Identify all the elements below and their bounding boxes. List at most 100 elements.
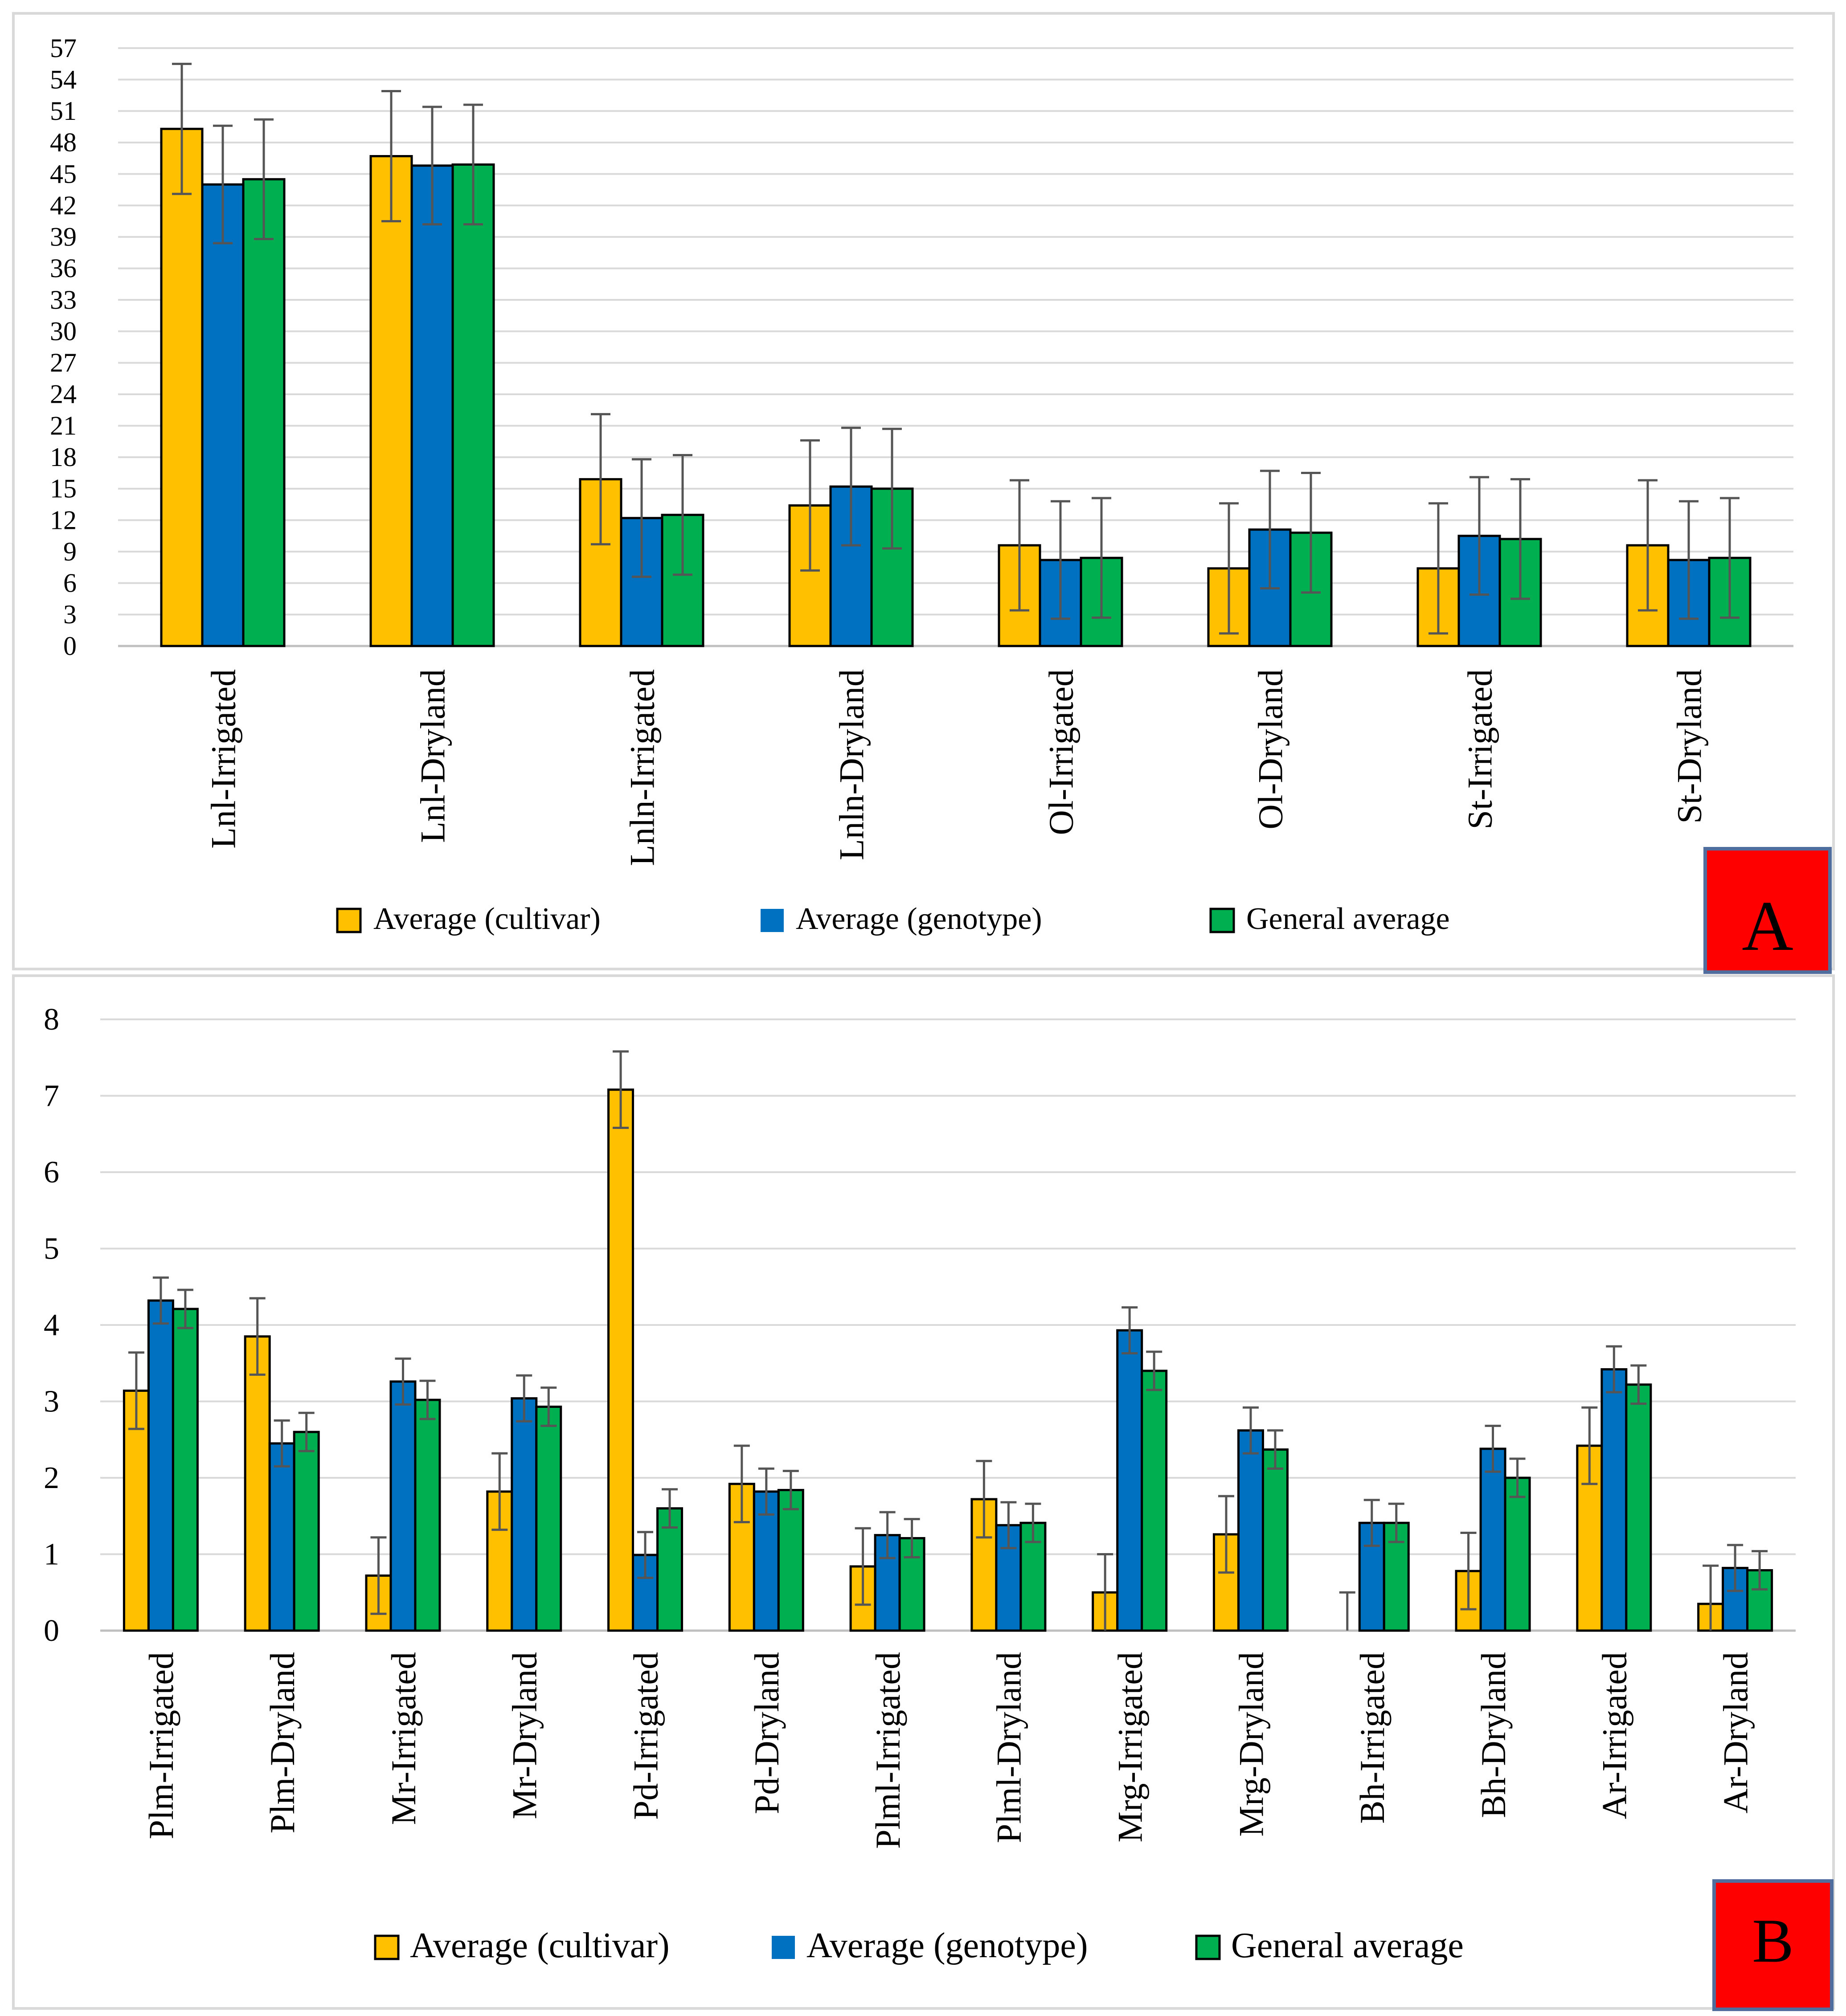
y-tick-label: 0	[44, 1614, 59, 1648]
error-bar-general-average-ar-dryland	[1752, 1550, 1768, 1591]
panel-b-x-axis: Plm-Irrigated Plm-Dryland Mr-Irrigated Mr-D…	[142, 1652, 1755, 1849]
x-tick-label: Lnln-Irrigated	[622, 669, 661, 866]
y-tick-label: 36	[50, 254, 77, 283]
y-tick-label: 5	[44, 1232, 59, 1266]
error-bar-general-average-plml-dryland	[1025, 1502, 1041, 1543]
error-bar-average-cultivar-lnln-irrigated	[591, 413, 610, 546]
panel-b-legend: Average (cultivar) Average (genotype) Ge…	[374, 1926, 1464, 1965]
error-bar-average-genotype-mrg-dryland	[1242, 1406, 1259, 1455]
panel-a-bars	[160, 62, 1752, 647]
error-bar-average-cultivar-lnl-dryland	[381, 90, 401, 222]
panel-b: 0 1 2 3 4 5 6 7 8 Plm-Irrigated Plm-Dryland Mr-Irr…	[12, 974, 1835, 2011]
error-bar-average-cultivar-plm-dryland	[249, 1297, 266, 1376]
error-bar-average-cultivar-plm-irrigated	[128, 1351, 144, 1430]
error-bar-average-cultivar-pd-dryland	[733, 1444, 750, 1523]
x-tick-label: Mr-Dryland	[505, 1652, 544, 1819]
bar-average-genotype-lnl-irrigated	[201, 183, 245, 647]
legend-swatch-general	[1209, 908, 1235, 933]
y-tick-label: 4	[44, 1308, 59, 1342]
error-bar-average-genotype-plml-irrigated	[879, 1511, 896, 1559]
x-tick-label: Lnln-Dryland	[832, 669, 871, 860]
y-tick-label: 57	[50, 33, 77, 63]
legend-swatch-genotype	[761, 909, 784, 932]
panel-a-badge: A	[1703, 847, 1832, 974]
y-tick-label: 39	[50, 222, 77, 252]
error-bar-average-genotype-lnl-dryland	[422, 106, 442, 226]
bar-general-average-lnl-dryland	[451, 163, 495, 647]
x-tick-label: Lnl-Dryland	[413, 669, 452, 843]
error-bar-average-cultivar-mr-irrigated	[370, 1536, 387, 1615]
error-bar-general-average-plm-irrigated	[177, 1288, 193, 1329]
x-tick-label: Mrg-Dryland	[1232, 1652, 1270, 1837]
error-bar-general-average-lnl-dryland	[463, 103, 483, 226]
error-bar-general-average-pd-irrigated	[662, 1488, 678, 1529]
y-tick-label: 2	[44, 1461, 59, 1495]
error-bar-average-cultivar-bh-irrigated	[1339, 1591, 1355, 1631]
panel-a-badge-label: A	[1742, 886, 1793, 965]
bar-average-genotype-lnl-dryland	[410, 164, 454, 647]
error-bar-general-average-lnln-dryland	[882, 428, 902, 550]
bar-general-average-plm-dryland	[293, 1431, 320, 1632]
panel-a-x-axis: Lnl-Irrigated Lnl-Dryland Lnln-Irrigated Ln…	[204, 669, 1708, 866]
y-tick-label: 27	[50, 348, 77, 377]
error-bar-average-genotype-ar-dryland	[1727, 1544, 1744, 1592]
y-tick-label: 45	[50, 159, 77, 188]
bar-general-average-lnl-irrigated	[242, 178, 286, 647]
error-bar-general-average-mr-irrigated	[419, 1379, 436, 1420]
error-bar-average-genotype-bh-dryland	[1485, 1424, 1501, 1473]
error-bar-general-average-mrg-dryland	[1267, 1429, 1283, 1470]
error-bar-general-average-plm-dryland	[298, 1411, 315, 1452]
error-bar-average-cultivar-bh-dryland	[1460, 1531, 1477, 1611]
error-bar-average-cultivar-ol-irrigated	[1010, 479, 1029, 612]
bar-average-genotype-ar-irrigated	[1600, 1368, 1628, 1632]
error-bar-general-average-mrg-irrigated	[1146, 1350, 1162, 1391]
error-bar-general-average-pd-dryland	[782, 1470, 799, 1510]
bar-general-average-mrg-dryland	[1261, 1448, 1289, 1632]
bar-general-average-mr-irrigated	[414, 1399, 441, 1632]
bar-average-cultivar-plm-dryland	[244, 1335, 271, 1632]
x-tick-label: Bh-Dryland	[1474, 1652, 1513, 1818]
x-tick-label: Plml-Dryland	[990, 1652, 1028, 1843]
legend-swatch-genotype	[772, 1936, 795, 1959]
error-bar-average-genotype-pd-dryland	[758, 1467, 774, 1516]
panel-b-badge-box	[1712, 1879, 1834, 2011]
y-tick-label: 12	[50, 505, 77, 535]
error-bar-average-cultivar-ol-dryland	[1219, 502, 1239, 635]
bar-average-genotype-bh-irrigated	[1358, 1521, 1385, 1632]
panel-b-bars	[123, 1050, 1773, 1632]
y-tick-label: 48	[50, 128, 77, 157]
y-tick-label: 1	[44, 1538, 59, 1572]
error-bar-average-genotype-ol-dryland	[1260, 470, 1280, 590]
error-bar-average-cultivar-mrg-dryland	[1218, 1495, 1234, 1574]
x-tick-label: Lnl-Irrigated	[204, 669, 242, 849]
bar-general-average-mrg-irrigated	[1141, 1370, 1168, 1632]
bar-average-genotype-plm-irrigated	[147, 1299, 174, 1632]
error-bar-average-cultivar-lnl-irrigated	[172, 62, 192, 195]
bar-average-cultivar-lnl-dryland	[369, 155, 413, 647]
legend-label-general: General average	[1246, 902, 1450, 936]
panel-b-y-axis: 0 1 2 3 4 5 6 7 8	[44, 1002, 59, 1648]
error-bar-average-genotype-st-irrigated	[1469, 476, 1489, 596]
bar-average-genotype-mr-irrigated	[389, 1380, 417, 1632]
y-tick-label: 51	[50, 96, 77, 126]
y-tick-label: 3	[44, 1385, 59, 1419]
error-bar-general-average-mr-dryland	[540, 1386, 557, 1427]
x-tick-label: Ar-Dryland	[1716, 1652, 1755, 1813]
x-tick-label: Ol-Irrigated	[1041, 669, 1080, 835]
y-tick-label: 21	[50, 411, 77, 440]
error-bar-average-genotype-ar-irrigated	[1606, 1345, 1622, 1394]
x-tick-label: St-Irrigated	[1460, 669, 1499, 830]
legend-swatch-cultivar	[374, 1934, 400, 1960]
error-bar-general-average-bh-irrigated	[1388, 1502, 1404, 1543]
x-tick-label: St-Dryland	[1670, 669, 1708, 824]
error-bar-average-genotype-plml-dryland	[1000, 1501, 1017, 1550]
error-bar-average-genotype-st-dryland	[1679, 500, 1699, 620]
bar-average-genotype-mrg-dryland	[1237, 1429, 1264, 1632]
legend-swatch-general	[1195, 1934, 1221, 1960]
x-tick-label: Ar-Irrigated	[1595, 1652, 1634, 1819]
bar-average-genotype-plm-dryland	[268, 1442, 295, 1632]
bar-average-cultivar-pd-irrigated	[607, 1088, 634, 1632]
panel-a-frame	[12, 12, 1835, 970]
